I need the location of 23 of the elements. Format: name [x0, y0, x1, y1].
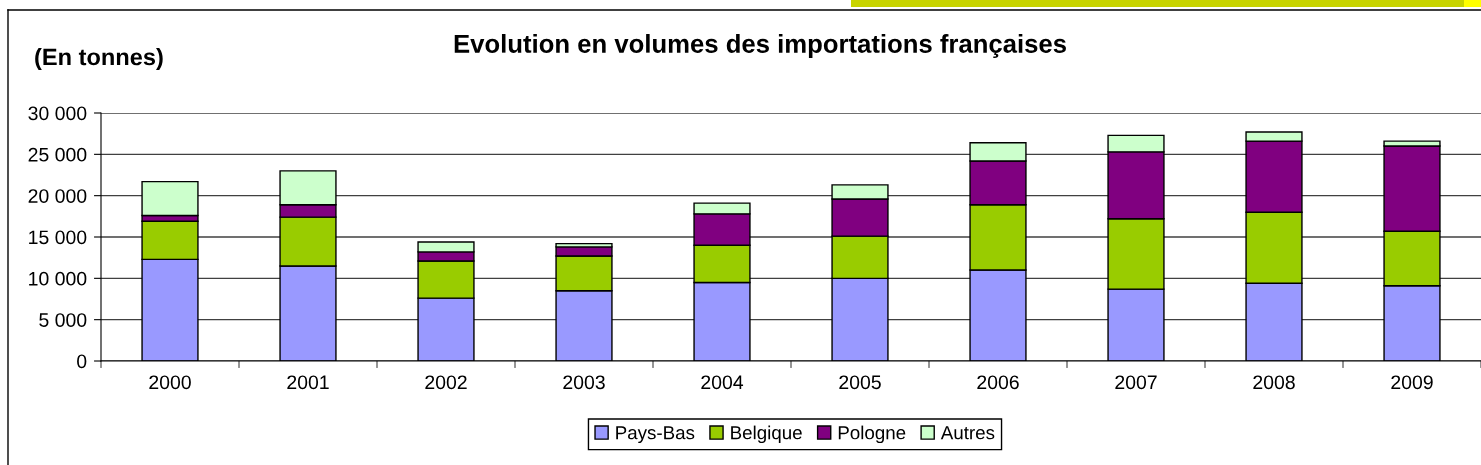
y-axis-title: (En tonnes) — [35, 48, 163, 70]
x-tick-label: 2005 — [839, 375, 881, 390]
y-tick-label: 15 000 — [29, 230, 87, 245]
y-tick-label: 10 000 — [29, 271, 87, 286]
x-tick-label: 2004 — [701, 375, 744, 390]
x-tick-label: 2000 — [149, 375, 191, 390]
y-tick-label: 20 000 — [28, 189, 87, 203]
x-tick-label: 2002 — [425, 375, 467, 390]
y-tick-label: 0 — [77, 354, 87, 369]
legend-label: Belgique — [731, 425, 802, 444]
y-tick-label: 25 000 — [28, 147, 87, 162]
chart-title: Evolution en volumes des importations françaises — [454, 34, 1066, 58]
y-tick-label: 30 000 — [28, 106, 87, 121]
legend-label: Pologne — [838, 425, 906, 444]
x-tick-label: 2003 — [563, 375, 605, 390]
y-tick-label: 5 000 — [39, 313, 87, 327]
x-tick-label: 2009 — [1391, 375, 1433, 390]
legend-label: Autres — [940, 426, 995, 440]
x-tick-label: 2001 — [287, 375, 329, 390]
x-tick-label: 2006 — [977, 375, 1019, 390]
x-tick-label: 2008 — [1253, 375, 1295, 390]
x-tick-label: 2007 — [1115, 375, 1157, 390]
legend-label: Pays-Bas — [616, 426, 695, 444]
